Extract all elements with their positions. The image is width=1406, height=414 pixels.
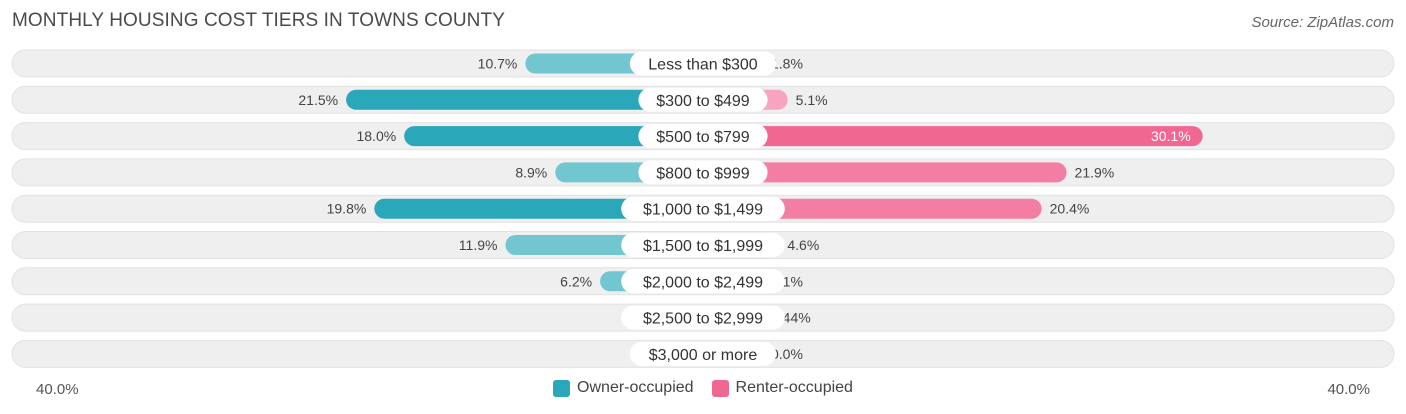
- legend-label-renter: Renter-occupied: [735, 379, 853, 396]
- renter-value-label: 1.8%: [771, 56, 803, 72]
- category-pill: [638, 160, 768, 185]
- renter-value-label: 21.9%: [1075, 164, 1115, 180]
- owner-value-label: 10.7%: [478, 56, 518, 72]
- chart-source: Source: ZipAtlas.com: [1251, 14, 1394, 31]
- legend-item-renter[interactable]: Renter-occupied: [711, 379, 853, 397]
- owner-bar: [374, 198, 703, 219]
- owner-value-label: 11.9%: [459, 237, 498, 253]
- category-label: $2,000 to $2,499: [643, 274, 763, 291]
- owner-bar: [346, 89, 703, 110]
- chart-canvas: 10.7% 1.8% Less than $300 21.5% 5.1% $300 to …: [11, 49, 1395, 368]
- renter-bar: [703, 162, 1067, 183]
- axis-left-label: 40.0%: [36, 381, 79, 398]
- renter-value-label: 30.1%: [1151, 128, 1191, 144]
- chart-title: MONTHLY HOUSING COST TIERS IN TOWNS COUN…: [12, 10, 505, 31]
- legend-label-owner: Owner-occupied: [577, 379, 694, 396]
- chart-legend: Owner-occupied Renter-occupied: [0, 379, 1406, 397]
- category-pill: [638, 87, 768, 112]
- legend-swatch-owner: [553, 379, 571, 397]
- renter-bar: [703, 126, 1203, 147]
- category-pill: [629, 51, 777, 76]
- category-label: $500 to $799: [656, 129, 750, 146]
- axis-right-label: 40.0%: [1327, 381, 1370, 398]
- category-pill: [629, 341, 777, 366]
- renter-bar: [703, 198, 1042, 219]
- category-label: Less than $300: [648, 57, 758, 74]
- category-pill: [621, 233, 785, 257]
- owner-value-label: 6.2%: [560, 273, 592, 289]
- category-pill: [621, 305, 785, 330]
- renter-value-label: 4.6%: [787, 237, 819, 253]
- category-label: $1,500 to $1,999: [643, 238, 763, 255]
- category-label: $300 to $499: [656, 93, 750, 110]
- renter-value-label: 0.0%: [771, 346, 803, 362]
- owner-value-label: 8.9%: [515, 164, 547, 180]
- renter-value-label: 5.1%: [796, 92, 828, 108]
- owner-value-label: 18.0%: [356, 128, 396, 144]
- owner-value-label: 21.5%: [298, 92, 338, 108]
- category-pill: [638, 124, 768, 149]
- owner-bar: [404, 126, 703, 147]
- category-label: $1,000 to $1,499: [643, 202, 763, 219]
- category-label: $800 to $999: [656, 165, 750, 182]
- category-label: $3,000 or more: [649, 347, 758, 364]
- legend-item-owner[interactable]: Owner-occupied: [553, 379, 694, 397]
- owner-value-label: 19.8%: [327, 201, 367, 217]
- category-pill: [621, 269, 785, 294]
- legend-swatch-renter: [711, 379, 729, 397]
- category-label: $2,500 to $2,999: [643, 311, 763, 328]
- renter-value-label: 20.4%: [1050, 201, 1090, 217]
- category-pill: [621, 196, 785, 221]
